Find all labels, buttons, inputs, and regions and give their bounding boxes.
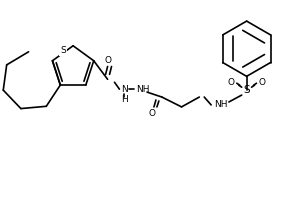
Text: O: O bbox=[259, 78, 266, 87]
Text: NH: NH bbox=[136, 85, 150, 94]
Text: H: H bbox=[121, 96, 128, 104]
Text: O: O bbox=[227, 78, 234, 87]
Text: NH: NH bbox=[214, 100, 228, 109]
Text: S: S bbox=[243, 85, 250, 95]
Text: N: N bbox=[121, 85, 128, 94]
Text: O: O bbox=[104, 56, 111, 65]
Text: S: S bbox=[60, 46, 66, 55]
Text: O: O bbox=[148, 109, 155, 118]
